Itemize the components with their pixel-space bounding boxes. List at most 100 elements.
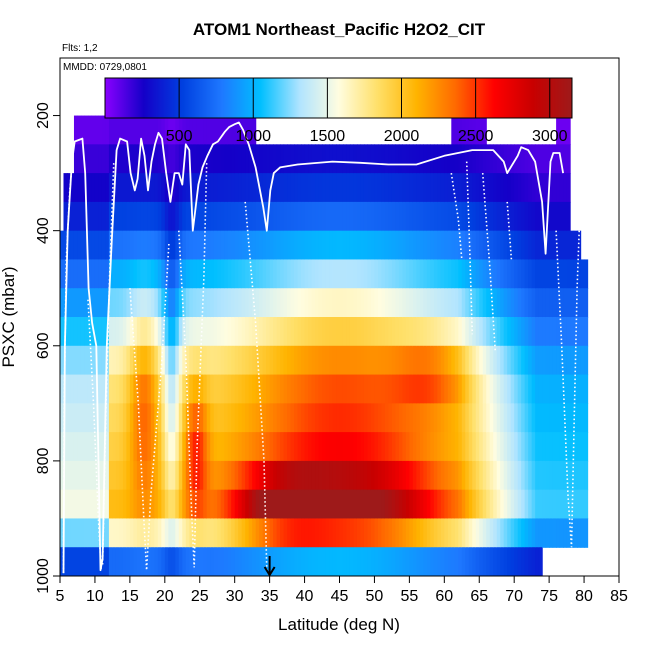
heatmap-cell bbox=[556, 317, 561, 347]
heatmap-cell bbox=[510, 460, 515, 491]
heatmap-cell bbox=[80, 115, 86, 145]
heatmap-cell bbox=[189, 374, 194, 404]
heatmap-cell bbox=[451, 518, 456, 548]
heatmap-cell bbox=[150, 489, 155, 520]
heatmap-cell bbox=[437, 259, 442, 289]
heatmap-cell bbox=[461, 259, 466, 289]
heatmap-cell bbox=[77, 288, 82, 318]
heatmap-cell bbox=[402, 144, 407, 174]
heatmap-cell bbox=[87, 547, 93, 576]
heatmap-cell bbox=[178, 518, 183, 548]
heatmap-cell bbox=[322, 230, 327, 261]
heatmap-cell bbox=[252, 374, 257, 404]
heatmap-cell bbox=[276, 288, 281, 318]
heatmap-cell bbox=[545, 374, 550, 404]
heatmap-cell bbox=[570, 317, 575, 347]
heatmap-cell bbox=[206, 460, 211, 491]
heatmap-cell bbox=[248, 460, 253, 491]
heatmap-cell bbox=[94, 230, 100, 261]
heatmap-cell bbox=[143, 489, 148, 520]
heatmap-cell bbox=[143, 460, 148, 491]
heatmap-cell bbox=[479, 547, 484, 576]
colorbar-tick-label: 2000 bbox=[384, 128, 420, 145]
heatmap-cell bbox=[329, 432, 334, 462]
heatmap-cell bbox=[227, 460, 232, 491]
heatmap-cell bbox=[584, 518, 589, 548]
heatmap-cell bbox=[273, 489, 278, 520]
heatmap-cell bbox=[329, 259, 334, 289]
heatmap-cell bbox=[248, 374, 253, 404]
heatmap-cell bbox=[398, 230, 403, 261]
heatmap-cell bbox=[322, 547, 327, 576]
heatmap-cell bbox=[475, 432, 480, 462]
heatmap-cell bbox=[437, 489, 442, 520]
x-tick-label: 85 bbox=[610, 588, 628, 605]
heatmap-cell bbox=[391, 345, 396, 376]
heatmap-cell bbox=[91, 345, 96, 376]
heatmap-cell bbox=[178, 230, 183, 261]
heatmap-cell bbox=[363, 403, 369, 433]
heatmap-cell bbox=[468, 144, 473, 174]
heatmap-cell bbox=[458, 547, 463, 576]
heatmap-cell bbox=[112, 460, 117, 491]
heatmap-cell bbox=[217, 201, 222, 232]
heatmap-cell bbox=[231, 115, 236, 145]
heatmap-cell bbox=[374, 288, 379, 318]
heatmap-cell bbox=[224, 345, 229, 376]
heatmap-cell bbox=[147, 144, 152, 174]
heatmap-cell bbox=[98, 115, 103, 145]
heatmap-cell bbox=[566, 288, 571, 318]
heatmap-cell bbox=[168, 489, 173, 520]
heatmap-cell bbox=[203, 115, 208, 145]
heatmap-cell bbox=[122, 345, 127, 376]
heatmap-cell bbox=[308, 547, 313, 576]
heatmap-cell bbox=[185, 547, 190, 576]
heatmap-cell bbox=[294, 403, 299, 433]
heatmap-cell bbox=[266, 345, 271, 376]
heatmap-cell bbox=[360, 345, 365, 376]
heatmap-cell bbox=[210, 201, 215, 232]
heatmap-cell bbox=[419, 432, 424, 462]
heatmap-cell bbox=[91, 460, 96, 491]
heatmap-cell bbox=[154, 201, 159, 232]
heatmap-cell bbox=[217, 317, 222, 347]
heatmap-cell bbox=[402, 288, 407, 318]
heatmap-cell bbox=[77, 317, 82, 347]
heatmap-cell bbox=[84, 547, 89, 576]
heatmap-cell bbox=[255, 460, 260, 491]
heatmap-cell bbox=[563, 374, 568, 404]
heatmap-cell bbox=[234, 518, 239, 548]
heatmap-cell bbox=[482, 518, 487, 548]
heatmap-cell bbox=[276, 345, 281, 376]
heatmap-cell bbox=[346, 230, 351, 261]
heatmap-cell bbox=[538, 259, 543, 289]
heatmap-cell bbox=[556, 345, 561, 376]
heatmap-cell bbox=[280, 374, 285, 404]
heatmap-cell bbox=[150, 288, 155, 318]
heatmap-cell bbox=[315, 288, 320, 318]
heatmap-cell bbox=[384, 317, 390, 347]
heatmap-cell bbox=[517, 432, 522, 462]
heatmap-cell bbox=[133, 259, 138, 289]
heatmap-cell bbox=[349, 317, 355, 347]
heatmap-cell bbox=[461, 432, 466, 462]
heatmap-cell bbox=[297, 288, 302, 318]
heatmap-cell bbox=[496, 201, 501, 232]
heatmap-cell bbox=[524, 317, 529, 347]
heatmap-cell bbox=[318, 259, 323, 289]
heatmap-cell bbox=[252, 547, 257, 576]
heatmap-cell bbox=[245, 489, 250, 520]
heatmap-cell bbox=[402, 432, 407, 462]
heatmap-cell bbox=[339, 230, 344, 261]
heatmap-cell bbox=[482, 547, 487, 576]
heatmap-cell bbox=[444, 489, 449, 520]
heatmap-cell bbox=[461, 230, 466, 261]
heatmap-cell bbox=[580, 345, 585, 376]
heatmap-cell bbox=[493, 403, 498, 433]
heatmap-cell bbox=[482, 317, 487, 347]
heatmap-cell bbox=[482, 432, 487, 462]
heatmap-cell bbox=[503, 230, 508, 261]
heatmap-cell bbox=[346, 547, 351, 576]
heatmap-cell bbox=[154, 432, 159, 462]
heatmap-cell bbox=[552, 345, 557, 376]
